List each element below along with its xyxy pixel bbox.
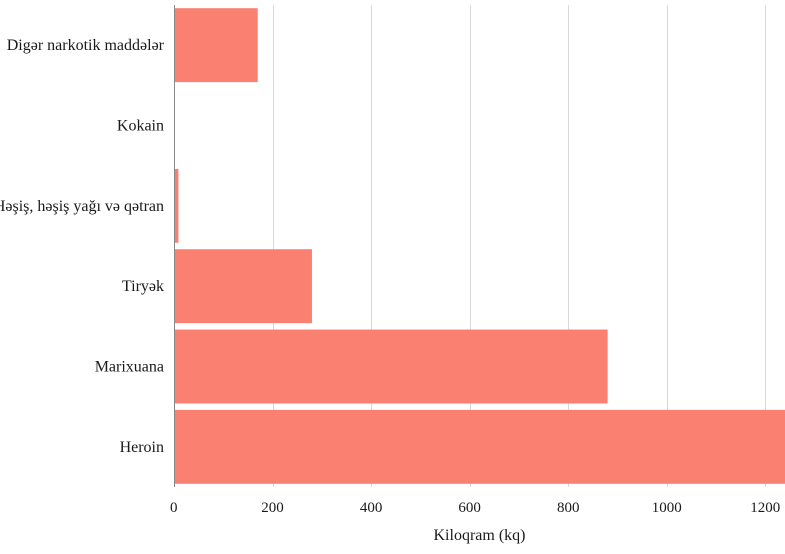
bar-0 [174, 8, 258, 82]
category-label-3: Tiryək [122, 278, 164, 295]
x-tick-label-800: 800 [557, 500, 580, 516]
bar-5 [174, 410, 785, 484]
category-labels: Digər narkotik maddələr Kokain Həşiş, həşi… [0, 37, 165, 456]
x-tick-label-0: 0 [170, 500, 178, 516]
bar-3 [174, 249, 312, 323]
x-tick-label-400: 400 [360, 500, 383, 516]
bars [174, 8, 785, 484]
category-label-1: Kokain [117, 118, 164, 135]
x-tick-label-200: 200 [261, 500, 284, 516]
x-tick-label-1200: 1200 [750, 500, 780, 516]
x-axis-title: Kiloqram (kq) [434, 527, 526, 544]
x-tick-label-1000: 1000 [652, 500, 682, 516]
bar-4 [174, 330, 608, 404]
category-label-5: Heroin [120, 439, 164, 456]
category-label-0: Digər narkotik maddələr [7, 37, 165, 54]
category-label-4: Marixuana [95, 359, 164, 376]
category-label-2: Həşiş, həşiş yağı və qətran [0, 198, 164, 215]
x-tick-label-600: 600 [458, 500, 481, 516]
x-tick-labels: 0 200 400 600 800 1000 1200 [170, 500, 780, 516]
